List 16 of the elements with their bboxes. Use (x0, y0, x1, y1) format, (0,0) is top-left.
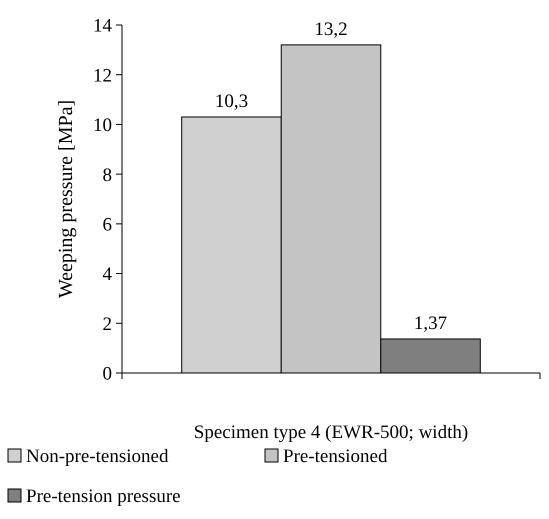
x-axis-title: Specimen type 4 (EWR-500; width) (194, 422, 468, 443)
data-label: 1,37 (414, 312, 448, 334)
y-tick-label: 0 (102, 364, 112, 385)
y-tick-label: 10 (93, 115, 112, 136)
legend-label: Pre-tension pressure (26, 486, 181, 507)
legend-label: Pre-tensioned (283, 446, 388, 467)
y-tick-label: 8 (102, 164, 112, 186)
legend-label: Non-pre-tensioned (26, 446, 169, 467)
y-tick-label: 6 (102, 214, 112, 236)
y-axis-title: Weeping pressure [MPa] (55, 100, 77, 298)
y-tick-label: 14 (93, 16, 112, 37)
y-tick-label: 12 (93, 65, 112, 86)
data-label: 13,2 (314, 18, 348, 40)
y-tick-label: 4 (102, 264, 112, 286)
data-label: 10,3 (214, 90, 248, 112)
y-tick-label: 2 (102, 314, 112, 335)
